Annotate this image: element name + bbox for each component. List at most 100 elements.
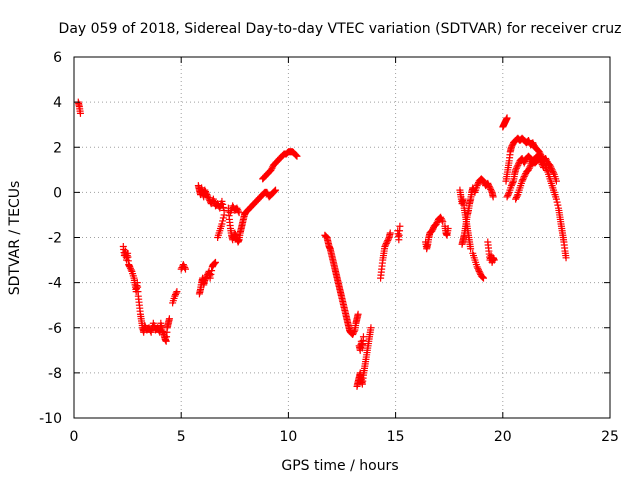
data-point [505,190,513,198]
y-tick-label: -6 [48,321,62,337]
data-point [201,275,209,283]
data-point [549,167,557,175]
data-point [484,179,492,187]
x-tick-label: 5 [177,429,186,445]
data-points [74,98,570,390]
data-point [270,188,278,196]
y-tick-label: -4 [48,276,62,292]
data-point [219,203,227,211]
data-point [220,211,228,219]
data-point [292,152,300,160]
y-tick-label: 4 [53,95,62,111]
data-point [234,206,242,214]
data-point [359,333,367,341]
data-point [514,161,522,169]
data-point [473,263,481,271]
data-point [535,148,543,156]
data-point [235,209,243,217]
x-tick-label: 15 [387,429,405,445]
data-point [537,152,545,160]
data-point [519,176,527,184]
data-point [367,324,375,332]
data-point [433,218,441,226]
data-point [396,222,404,230]
data-point [530,140,538,148]
data-point [202,189,210,197]
data-point [512,195,520,203]
data-point [513,192,521,200]
data-point [437,215,445,223]
data-point [521,158,529,166]
data-point [232,232,240,240]
data-point [512,164,520,172]
data-point [349,331,357,339]
data-point [507,143,515,151]
y-tick-label: 0 [53,185,62,201]
data-point [206,274,214,282]
data-point [180,262,188,270]
data-point [478,273,486,281]
data-point [76,109,84,117]
data-point [546,161,554,169]
data-point [146,327,154,335]
data-point [474,264,482,272]
data-point [540,164,548,172]
data-point [354,310,362,318]
data-point [349,329,357,337]
data-point [476,269,484,277]
data-point [553,198,561,206]
data-point [527,161,535,169]
data-point [292,151,300,159]
data-point [181,264,189,272]
data-point [487,185,495,193]
data-point [234,207,242,215]
data-point [507,182,515,190]
data-point [504,191,512,199]
x-axis-label: GPS time / hours [281,458,398,474]
data-point [386,229,394,237]
data-point [210,260,218,268]
data-point [538,161,546,169]
y-tick-label: -2 [48,231,62,247]
data-point [272,186,280,194]
data-point [562,254,570,262]
data-point [485,182,493,190]
data-point [520,173,528,181]
data-point [429,225,437,233]
data-point [212,258,220,266]
data-point [480,177,488,185]
data-point [552,177,560,185]
data-point [518,177,526,185]
data-point [513,163,521,171]
data-point [218,197,226,205]
x-tick-label: 25 [601,429,619,445]
data-point [474,180,482,188]
data-point [158,326,166,334]
y-tick-label: -10 [39,411,62,427]
y-tick-label: 2 [53,140,62,156]
data-point [141,321,149,329]
data-point [179,261,187,269]
data-point [512,194,520,202]
data-point [539,162,547,170]
data-point [126,263,134,271]
x-tick-label: 10 [279,429,297,445]
data-point [529,139,537,147]
data-point [473,182,481,190]
data-point [171,291,179,299]
data-point [548,166,556,174]
data-point [173,288,181,296]
data-point [350,328,358,336]
data-point [503,114,511,122]
data-point [526,163,534,171]
data-point [515,160,523,168]
data-point [475,266,483,274]
data-point [525,136,533,144]
data-point [444,224,452,232]
data-point [211,259,219,267]
data-point [201,188,209,196]
data-point [543,167,551,175]
data-point [525,164,533,172]
data-point [520,159,528,167]
